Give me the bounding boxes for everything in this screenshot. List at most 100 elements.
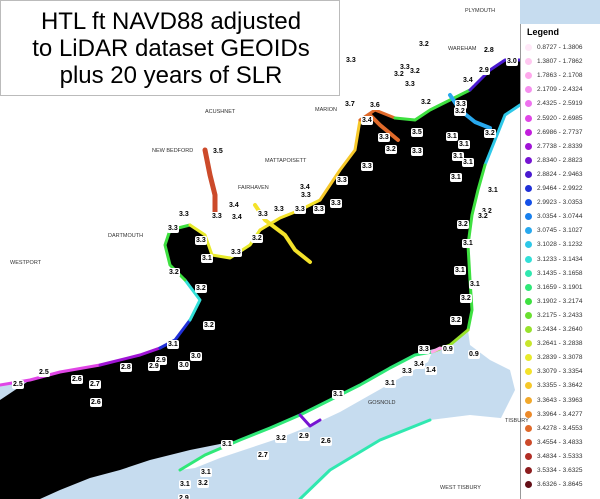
value-label: 2.9 [478,66,490,75]
legend-label: 3.1902 - 3.2174 [537,297,583,305]
value-label: 0.9 [468,350,480,359]
value-label: 3.2 [197,479,209,488]
value-label: 3.2 [484,129,496,138]
legend-item: 3.0354 - 3.0744 [525,211,600,222]
legend-item: 2.9464 - 2.9922 [525,183,600,194]
legend-swatch [525,340,532,348]
place-label: TISBURY [505,418,529,424]
legend-label: 0.8727 - 1.3806 [537,44,583,51]
value-label: 3.3 [418,345,430,354]
legend-label: 3.3355 - 3.3642 [537,382,583,390]
legend-swatch [525,86,532,94]
legend-swatch [525,44,532,51]
legend-item: 0.8727 - 1.3806 [525,42,600,53]
legend-swatch [525,481,532,489]
place-label: GOSNOLD [368,400,396,406]
shoreline-vineyard [298,418,432,499]
legend-label: 2.1709 - 2.4324 [537,86,583,94]
value-label: 3.3 [313,205,325,214]
legend-label: 2.8340 - 2.8823 [537,156,583,164]
legend-item: 3.1659 - 3.1901 [525,282,600,293]
cape-land [468,105,520,499]
legend-item: 3.4554 - 3.4833 [525,437,600,448]
legend-label: 3.2839 - 3.3078 [537,354,583,362]
shoreline-marion-inner [368,113,400,142]
legend-label: 3.0745 - 3.1027 [537,227,583,235]
value-label: 3.2 [409,67,421,76]
value-label: 3.4 [228,201,240,210]
legend-item: 3.2641 - 3.2838 [525,338,600,349]
value-label: 3.1 [462,158,474,167]
legend-label: 2.7738 - 2.8339 [537,142,583,150]
value-label: 3.1 [487,186,499,195]
legend-swatch [525,58,532,66]
value-label: 3.3 [195,236,207,245]
value-label: 3.3 [399,63,411,72]
value-label: 3.5 [411,128,423,137]
value-label: 1.4 [425,366,437,375]
value-label: 0.9 [442,345,454,354]
legend-item: 3.3355 - 3.3642 [525,380,600,391]
value-label: 3.2 [454,107,466,116]
place-label: NEW BEDFORD [152,148,194,154]
value-label: 3.3 [273,205,285,214]
value-label: 3.4 [462,76,474,85]
value-label: 2.9 [178,494,190,499]
value-label: 2.7 [89,380,101,389]
legend-swatch [525,326,532,333]
value-label: 3.0 [190,352,202,361]
legend-item: 3.4278 - 3.4553 [525,423,600,434]
value-label: 3.2 [481,207,493,216]
legend-label: 3.1028 - 3.1232 [537,241,583,249]
legend-label: 3.3643 - 3.3963 [537,396,583,404]
value-label: 3.1 [452,152,464,161]
place-label: FAIRHAVEN [238,185,269,191]
legend-swatch [525,128,532,136]
value-label: 3.6 [369,101,381,110]
legend-item: 2.8824 - 2.9463 [525,169,600,180]
value-label: 2.6 [90,398,102,407]
value-label: 3.2 [418,40,430,49]
value-label: 3.1 [446,132,458,141]
value-label: 3.1 [469,280,481,289]
legend-label: 2.9923 - 3.0353 [537,199,583,207]
legend-swatch [525,368,532,376]
value-label: 3.3 [401,367,413,376]
shoreline-dartmouth-south [98,346,162,367]
value-label: 3.3 [257,210,269,219]
value-label: 3.2 [450,316,462,325]
legend-item: 2.5920 - 2.6985 [525,113,600,124]
value-label: 2.5 [38,368,50,377]
value-label: 3.3 [330,199,342,208]
legend-swatch [525,311,532,319]
value-label: 3.2 [251,234,263,243]
legend-label: 3.1435 - 3.1658 [537,269,583,277]
bay-area [0,60,520,499]
legend-swatch [525,354,532,362]
legend-item: 3.3964 - 3.4277 [525,409,600,420]
legend-panel: Legend 0.8727 - 1.3806 1.3807 - 1.7862 1.7… [520,24,600,499]
value-label: 3.4 [299,183,311,192]
legend-swatch [525,114,532,122]
shoreline-dartmouth [183,278,202,322]
legend-swatch [525,410,532,418]
value-label: 2.9 [155,356,167,365]
legend-item: 2.6986 - 2.7737 [525,127,600,138]
legend-label: 2.8824 - 2.9463 [537,170,583,178]
legend-label: 3.2175 - 3.2433 [537,311,583,319]
value-label: 3.3 [211,212,223,221]
mainland-north [0,0,520,385]
legend-swatch [525,156,532,164]
value-label: 3.2 [203,321,215,330]
value-label: 2.5 [12,380,24,389]
shoreline-elizabeth-west [298,413,322,428]
place-label: WEST TISBURY [440,485,481,491]
value-label: 3.4 [231,213,243,222]
place-label: MARION [315,107,337,113]
legend-item: 2.4325 - 2.5919 [525,98,600,109]
value-label: 3.1 [201,254,213,263]
legend-swatch [525,452,532,460]
value-label: 3.2 [168,268,180,277]
legend-swatch [525,297,532,305]
value-label: 3.1 [458,140,470,149]
